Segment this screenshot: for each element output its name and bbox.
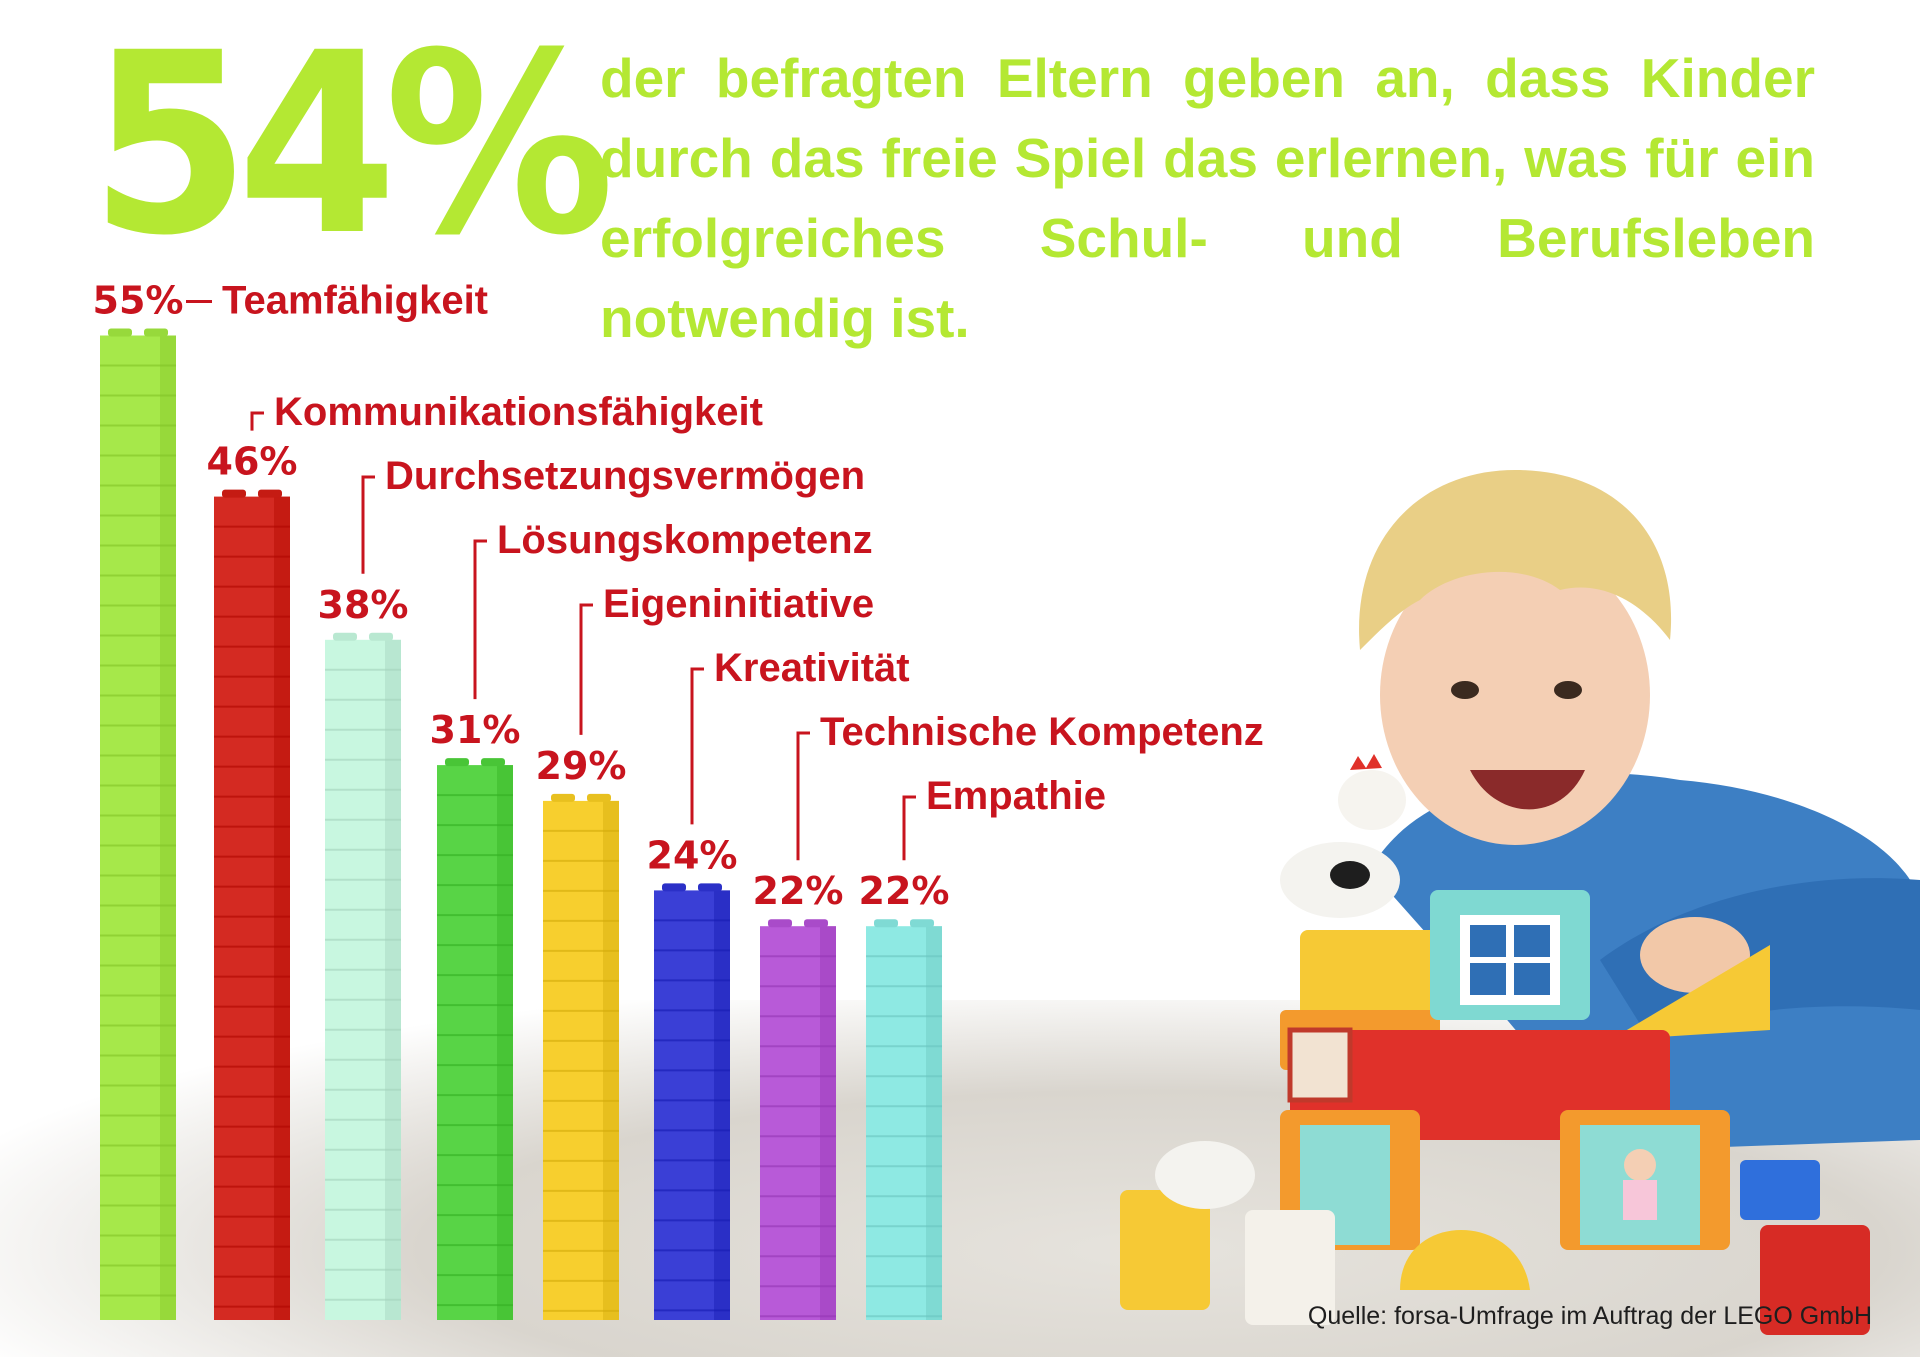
brick-stud <box>369 632 393 641</box>
category-label: Teamfähigkeit <box>222 279 488 323</box>
value-label: 22% <box>859 869 950 913</box>
lego-barn-door-sign <box>1287 1027 1353 1103</box>
bar <box>760 919 836 1320</box>
connectors-group <box>186 300 916 861</box>
brick-stud <box>910 919 934 928</box>
child-eye-left <box>1451 681 1479 699</box>
category-label: Durchsetzungsvermögen <box>385 454 865 498</box>
lego-blue-brick <box>1740 1160 1820 1220</box>
child-mouth <box>1470 770 1585 810</box>
lego-slope-brick <box>1610 945 1770 1040</box>
headline-text: der befragten Eltern geben an, dass Kind… <box>600 47 1815 349</box>
category-label: Eigeninitiative <box>603 582 874 626</box>
brick-stud <box>804 919 828 928</box>
value-label: 29% <box>536 744 627 788</box>
lego-window-pane <box>1470 963 1506 995</box>
connector-line <box>473 539 487 700</box>
brick-stud <box>108 328 132 337</box>
lego-window-pane <box>1514 925 1550 957</box>
bar <box>214 489 290 1321</box>
connector-line <box>250 411 264 431</box>
lego-cow-spot <box>1330 861 1370 889</box>
lego-yarn-brick <box>1120 1190 1210 1310</box>
category-label: Lösungskompetenz <box>497 518 873 562</box>
headline-percent: 54% <box>90 0 615 290</box>
brick-stud <box>333 632 357 641</box>
lego-roof-block <box>1300 930 1450 1020</box>
bar <box>866 919 942 1320</box>
value-label: 38% <box>318 583 409 627</box>
value-label: 46% <box>207 440 298 484</box>
brick-stud <box>662 883 686 892</box>
labels-group: 55% Teamfähigkeit 46% Kommunikationsfähigke… <box>93 279 1264 914</box>
category-label: Technische Kompetenz <box>820 710 1264 754</box>
connector-line <box>361 475 375 574</box>
lego-chicken-comb <box>1350 754 1382 770</box>
value-label: 55% <box>93 279 184 323</box>
value-label: 22% <box>753 869 844 913</box>
bar-shade <box>274 496 290 1321</box>
bar-shade <box>926 926 942 1320</box>
brick-stud <box>551 793 575 802</box>
connector-line <box>579 603 593 735</box>
bar-shade <box>160 335 176 1320</box>
bar <box>543 793 619 1320</box>
bar-shade <box>497 765 513 1320</box>
connector-line <box>796 731 810 861</box>
brick-stud <box>445 758 469 767</box>
lego-egg-brick <box>1245 1210 1335 1325</box>
lego-yellow-curve <box>1400 1230 1530 1290</box>
brick-stud <box>481 758 505 767</box>
connector-line <box>690 667 704 825</box>
lego-figure-head <box>1624 1149 1656 1181</box>
child-eye-right <box>1554 681 1582 699</box>
bar <box>654 883 730 1320</box>
lego-sheep <box>1155 1141 1255 1209</box>
value-label: 31% <box>430 708 521 752</box>
brick-stud <box>874 919 898 928</box>
source-note: Quelle: forsa-Umfrage im Auftrag der LEG… <box>1307 1302 1872 1330</box>
connector-line <box>902 795 916 861</box>
bar-shade <box>385 639 401 1320</box>
child-hair <box>1359 470 1672 650</box>
brick-stud <box>698 883 722 892</box>
bar-shade <box>714 890 730 1320</box>
brick-stud <box>258 489 282 498</box>
bar <box>325 632 401 1320</box>
value-label: 24% <box>647 833 738 877</box>
bar-shade <box>603 800 619 1320</box>
lego-window-pane <box>1514 963 1550 995</box>
bar-shade <box>820 926 836 1320</box>
lego-chicken <box>1338 770 1406 830</box>
brick-stud <box>222 489 246 498</box>
brick-stud <box>144 328 168 337</box>
category-label: Empathie <box>926 774 1106 818</box>
lego-window-pane <box>1470 925 1506 957</box>
brick-stud <box>768 919 792 928</box>
bar <box>437 758 513 1320</box>
lego-figure-body <box>1623 1180 1657 1220</box>
lego-red-brick <box>1760 1225 1870 1335</box>
bar <box>100 328 176 1320</box>
category-label: Kommunikationsfähigkeit <box>274 390 763 434</box>
bars-group <box>100 328 942 1321</box>
brick-stud <box>587 793 611 802</box>
category-label: Kreativität <box>714 646 910 690</box>
